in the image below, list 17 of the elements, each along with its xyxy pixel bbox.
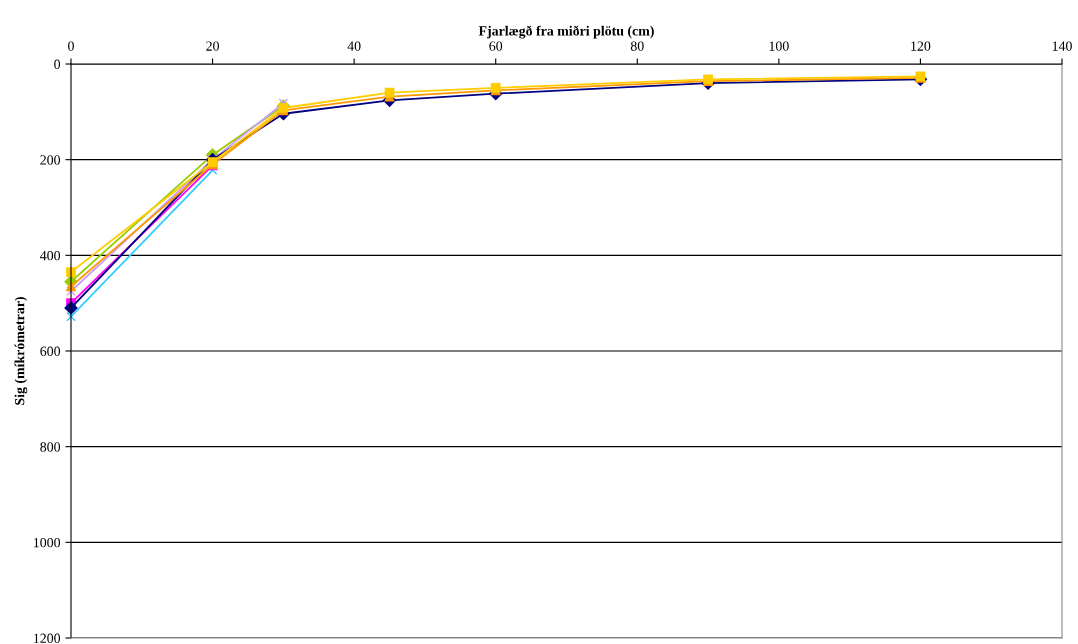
x-tick-label: 100 — [769, 41, 789, 51]
x-tick-label: 80 — [630, 41, 644, 51]
x-tick-label: 140 — [1052, 41, 1072, 51]
y-tick-label: 600 — [40, 346, 61, 356]
y-tick-label: 0 — [54, 59, 61, 69]
x-tick-label: 0 — [68, 41, 74, 51]
y-tick-label: 1200 — [34, 633, 61, 643]
y-tick-label: 400 — [40, 250, 61, 261]
y-tick-label: 200 — [40, 155, 61, 165]
y-tick-label: 1000 — [34, 537, 61, 548]
x-tick-label: 120 — [911, 41, 931, 51]
y-axis-title: Sig (míkrómetrar) — [14, 297, 28, 405]
x-tick-label: 60 — [489, 41, 503, 51]
x-tick-label: 40 — [347, 41, 361, 51]
y-tick-label: 800 — [40, 442, 61, 452]
x-tick-label: 20 — [206, 41, 219, 51]
x-axis-title: Fjarlægð fra miðri plötu (cm) — [478, 25, 654, 39]
